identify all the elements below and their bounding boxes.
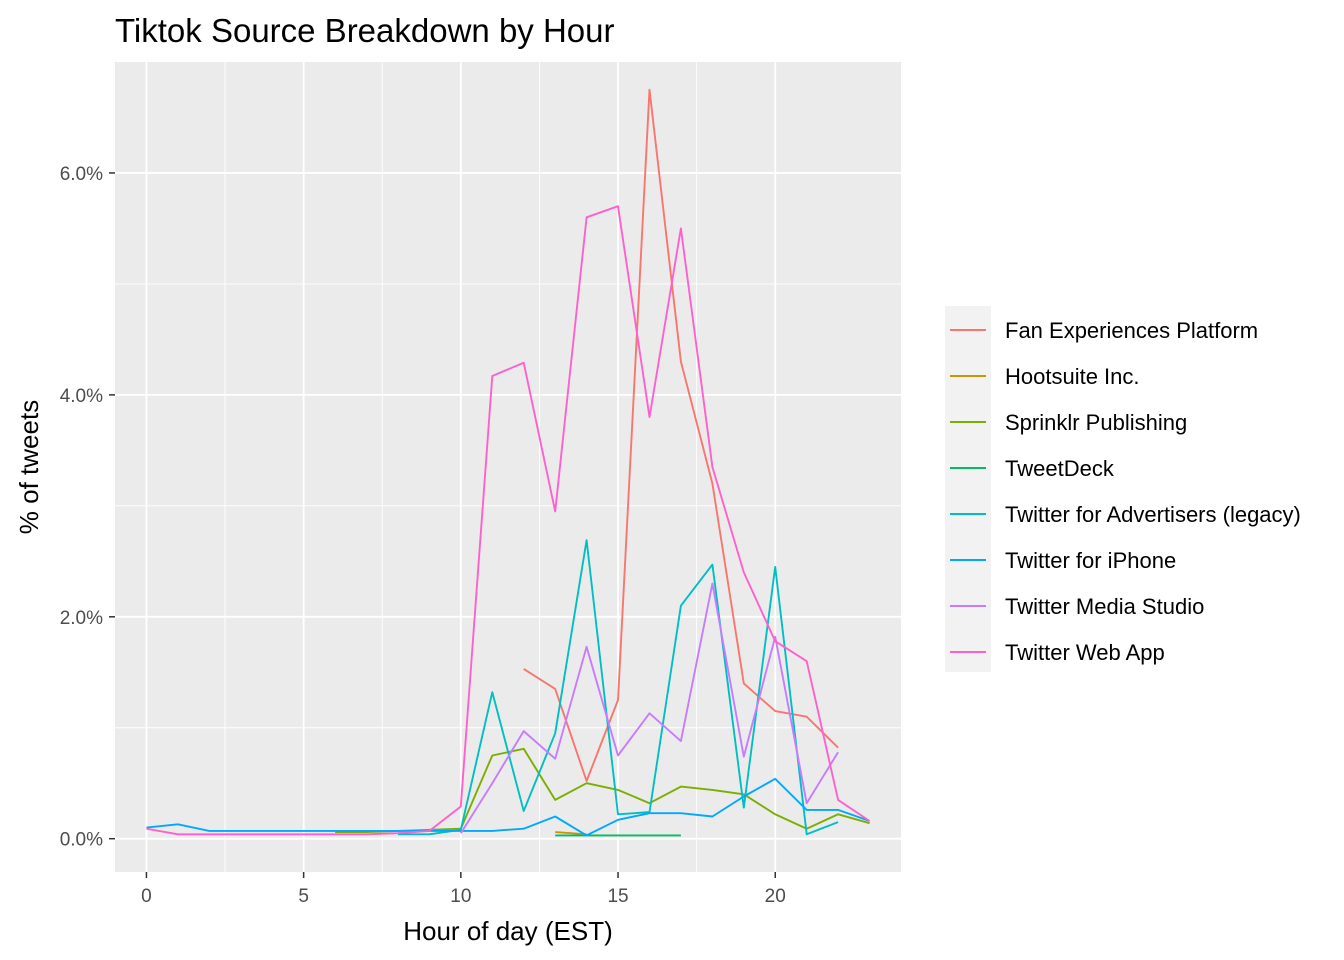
y-tick-label: 2.0% — [60, 608, 103, 629]
series-layer — [146, 88, 871, 837]
legend-label: Twitter Web App — [1005, 640, 1165, 665]
legend-label: Sprinklr Publishing — [1005, 410, 1187, 435]
y-tick-label: 0.0% — [60, 830, 103, 851]
legend-key-background — [945, 306, 991, 672]
series-line — [555, 831, 587, 836]
x-axis-title: Hour of day (EST) — [403, 916, 613, 946]
x-tick-label: 5 — [298, 886, 309, 907]
x-tick-label: 15 — [607, 886, 628, 907]
legend-label: Twitter for iPhone — [1005, 548, 1176, 573]
x-tick-label: 10 — [450, 886, 471, 907]
chart-title: Tiktok Source Breakdown by Hour — [115, 12, 615, 49]
y-tick-label: 6.0% — [60, 164, 103, 185]
y-axis-title: % of tweets — [14, 400, 44, 534]
y-tick-label: 4.0% — [60, 386, 103, 407]
x-tick-label: 20 — [765, 886, 786, 907]
legend-label: Twitter for Advertisers (legacy) — [1005, 502, 1301, 527]
series-line — [523, 88, 839, 782]
legend-label: TweetDeck — [1005, 456, 1115, 481]
grid-minor — [115, 62, 901, 872]
plot-panel — [115, 62, 901, 872]
y-axis: 0.0% 2.0% 4.0% 6.0% — [60, 164, 115, 851]
x-tick-label: 0 — [141, 886, 152, 907]
series-line — [146, 205, 871, 836]
series-line — [146, 777, 870, 837]
legend-label: Twitter Media Studio — [1005, 594, 1204, 619]
grid-major — [115, 62, 901, 872]
x-axis: 0 5 10 15 20 — [141, 872, 786, 907]
series-line — [398, 539, 839, 836]
series-line — [459, 582, 839, 834]
legend: Fan Experiences Platform Hootsuite Inc. Sp… — [945, 306, 1301, 672]
legend-label: Hootsuite Inc. — [1005, 364, 1140, 389]
legend-label: Fan Experiences Platform — [1005, 318, 1258, 343]
